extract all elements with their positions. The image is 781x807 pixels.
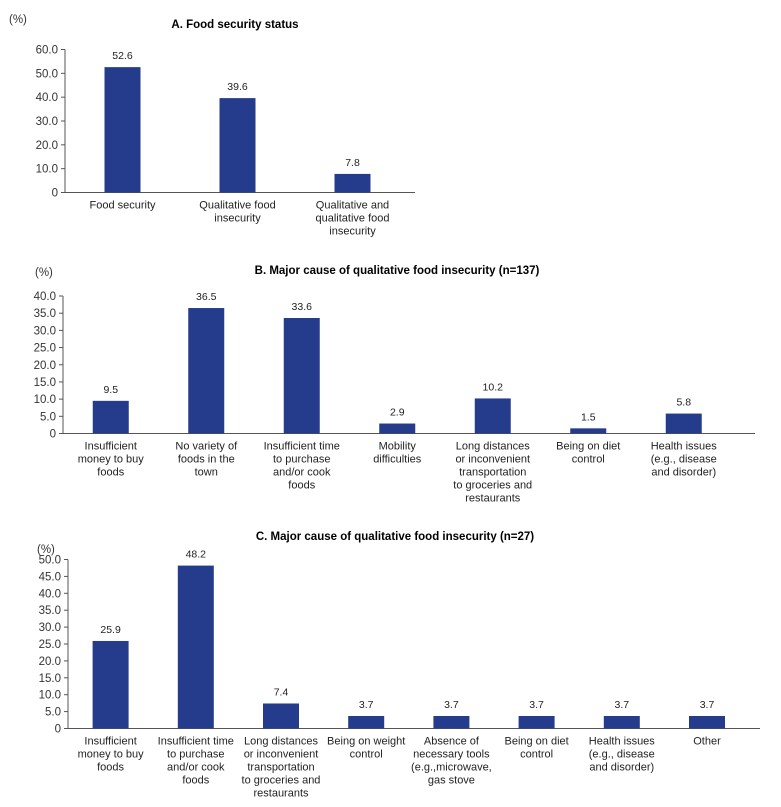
bar xyxy=(570,428,607,434)
bar-value-label: 9.5 xyxy=(103,384,118,396)
bar xyxy=(92,400,129,434)
bar-value-label: 3.7 xyxy=(529,699,544,711)
category-label: Qualitative and qualitative food insecurit… xyxy=(316,200,390,238)
y-tick-label: 5.0 xyxy=(45,707,61,719)
y-tick-label: 0 xyxy=(52,188,58,200)
bar xyxy=(92,640,129,729)
bar xyxy=(665,413,702,434)
bar-value-label: 36.5 xyxy=(196,291,217,303)
bar xyxy=(219,98,256,193)
y-tick-label: 25.0 xyxy=(39,639,61,651)
bar xyxy=(518,715,555,729)
bar-value-label: 7.4 xyxy=(274,686,289,698)
y-tick-label: 5.0 xyxy=(40,411,56,423)
y-tick-label: 15.0 xyxy=(39,673,61,685)
y-tick-label: 45.0 xyxy=(39,571,61,583)
category-label: Other xyxy=(693,736,721,748)
category-label: Insufficient money to buy foods xyxy=(78,736,145,774)
category-label: Food security xyxy=(89,200,156,212)
y-tick-label: 30.0 xyxy=(34,325,56,337)
category-label: Health issues (e.g., disease and disorder) xyxy=(589,736,656,774)
chart-title: B. Major cause of qualitative food insec… xyxy=(255,265,540,277)
bar xyxy=(379,423,416,434)
y-tick-label: 30.0 xyxy=(36,116,58,128)
bar-value-label: 52.6 xyxy=(112,50,133,62)
bar-value-label: 1.5 xyxy=(581,411,596,423)
y-tick-label: 40.0 xyxy=(39,588,61,600)
bar xyxy=(283,318,320,434)
bar-value-label: 3.7 xyxy=(444,699,459,711)
y-tick-label: 0 xyxy=(50,429,56,441)
chart-1: A. Food security status (%) 60.0 50.0 40.0 30… xyxy=(9,14,415,238)
y-tick-label: 15.0 xyxy=(34,377,56,389)
chart-3: C. Major cause of qualitative food insec… xyxy=(37,531,760,800)
y-tick-label: 25.0 xyxy=(34,343,56,355)
chart-2: B. Major cause of qualitative food insec… xyxy=(34,265,755,505)
y-tick-label: 20.0 xyxy=(34,360,56,372)
category-label: Insufficient time to purchase and/or cook f… xyxy=(264,441,340,492)
y-tick-label: 50.0 xyxy=(36,68,58,80)
chart-title: A. Food security status xyxy=(171,19,298,31)
y-tick-label: 10.0 xyxy=(39,690,61,702)
y-tick-label: 0 xyxy=(55,724,61,736)
bar xyxy=(334,173,371,193)
category-label: Insufficient money to buy foods xyxy=(78,441,145,479)
bar-value-label: 3.7 xyxy=(700,699,715,711)
bar xyxy=(263,703,299,729)
y-tick-label: 40.0 xyxy=(34,291,56,303)
bar xyxy=(433,715,470,729)
y-tick-label: 10.0 xyxy=(36,164,58,176)
category-label: Health issues (e.g., disease and disorder) xyxy=(651,441,718,479)
bar xyxy=(348,715,385,729)
category-label: Being on weight control xyxy=(327,736,405,761)
y-tick-label: 40.0 xyxy=(36,92,58,104)
y-tick-label: 10.0 xyxy=(34,394,56,406)
bar xyxy=(474,398,511,434)
bar-value-label: 7.8 xyxy=(345,157,360,169)
bar-value-label: 48.2 xyxy=(186,549,207,561)
category-label: Being on diet control xyxy=(504,736,568,761)
category-label: Insufficient time to purchase and/or cook f… xyxy=(158,736,234,787)
bar xyxy=(188,308,225,434)
bar-value-label: 33.6 xyxy=(292,301,313,313)
bar-value-label: 3.7 xyxy=(614,699,629,711)
chart-title: C. Major cause of qualitative food insec… xyxy=(256,531,534,543)
y-tick-label: 20.0 xyxy=(39,656,61,668)
bar xyxy=(177,565,214,729)
y-tick-label: 30.0 xyxy=(39,622,61,634)
bar-value-label: 39.6 xyxy=(227,81,248,93)
bar-value-label: 25.9 xyxy=(100,624,121,636)
bar-value-label: 10.2 xyxy=(483,381,504,393)
category-label: Being on diet control xyxy=(556,441,620,466)
y-tick-label: 35.0 xyxy=(34,308,56,320)
category-label: Long distances or inconvenient transportat… xyxy=(242,736,321,800)
bar-value-label: 5.8 xyxy=(676,397,691,409)
category-label: No variety of foods in the town xyxy=(175,441,238,479)
bar xyxy=(104,67,141,193)
bar-value-label: 2.9 xyxy=(390,407,405,419)
y-tick-label: 20.0 xyxy=(36,140,58,152)
y-axis-unit-label: (%) xyxy=(37,544,55,556)
y-tick-label: 50.0 xyxy=(39,555,61,567)
y-tick-label: 60.0 xyxy=(36,45,58,57)
category-label: Mobility difficulties xyxy=(373,441,422,466)
category-label: Absence of necessary tools (e.g.,microwave… xyxy=(411,736,492,787)
y-axis-unit-label: (%) xyxy=(9,14,27,26)
bar xyxy=(689,715,725,729)
bar xyxy=(603,715,640,729)
category-label: Long distances or inconvenient transportat… xyxy=(453,441,532,505)
bar-value-label: 3.7 xyxy=(359,699,374,711)
category-label: Qualitative food insecurity xyxy=(199,200,275,225)
y-tick-label: 35.0 xyxy=(39,605,61,617)
y-axis-unit-label: (%) xyxy=(35,267,53,279)
